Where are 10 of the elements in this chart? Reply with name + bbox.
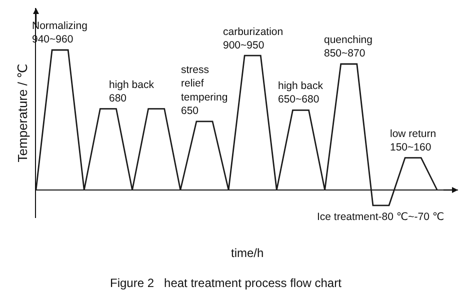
annotation: low return 150~160 <box>390 128 436 154</box>
annotation: Ice treatment-80 ℃~-70 ℃ <box>317 211 444 223</box>
annotation: carburization 900~950 <box>223 26 284 52</box>
annotation: high back 680 <box>109 79 155 105</box>
annotation: high back 650~680 <box>278 80 324 106</box>
text: Figure 2 heat treatment process flow chart <box>110 276 342 290</box>
x-axis-title: time/h <box>231 246 264 260</box>
y-axis-title: Temperature / ℃ <box>14 64 30 162</box>
annotation: stress relief tempering 650 <box>181 64 228 117</box>
annotation: quenching 850~870 <box>324 34 373 60</box>
